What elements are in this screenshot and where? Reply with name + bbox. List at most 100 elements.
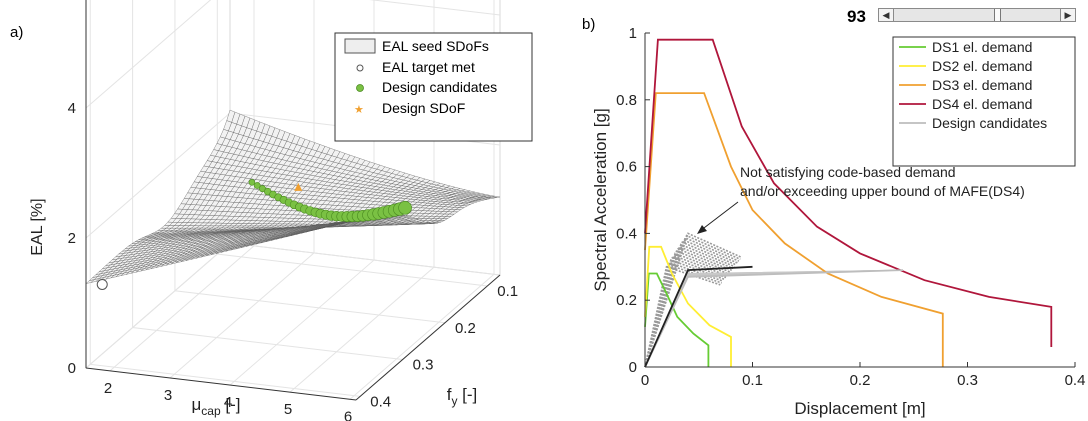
legend-item: DS1 el. demand xyxy=(932,39,1032,55)
rejected-candidate-curve xyxy=(644,250,731,368)
slider-thumb[interactable] xyxy=(994,9,1002,21)
rejected-candidate-curve xyxy=(644,254,728,368)
rejected-candidate-curve xyxy=(644,256,727,368)
axes-b: 0 0.1 0.2 0.3 0.4 0 0.2 0.4 0.6 0.8 1 xyxy=(616,25,1085,389)
eal-surface-mesh xyxy=(85,109,501,284)
z-tick-label: 0 xyxy=(68,360,76,377)
rejected-candidate-curve xyxy=(644,265,721,368)
legend-item: DS2 el. demand xyxy=(932,58,1032,74)
x-gridline xyxy=(349,0,495,400)
panel-b-label: b) xyxy=(582,16,596,33)
rejected-candidate-curve xyxy=(644,261,724,368)
series-line xyxy=(644,38,1053,347)
x-tick-label: 0.3 xyxy=(957,372,978,389)
panel-a-label: a) xyxy=(10,24,24,41)
x-gridline xyxy=(109,0,255,372)
design-sdof-line xyxy=(644,265,753,368)
y-tick-label: 0.6 xyxy=(616,159,637,176)
x-tick-label: 0.4 xyxy=(1065,372,1086,389)
y-tick-label: 0.2 xyxy=(455,320,476,337)
x-tick-label: 6 xyxy=(344,408,352,421)
series-line xyxy=(644,245,732,367)
z-tick-label: 2 xyxy=(68,230,76,247)
design-sdof-marker xyxy=(294,182,303,191)
rejected-candidate-curve xyxy=(644,263,722,368)
legend-item: Design SDoF xyxy=(382,100,465,116)
y-tick-label: 0.1 xyxy=(497,283,518,300)
x-tick-label: 4 xyxy=(224,394,232,411)
x-axis-label: μcap [-] xyxy=(192,395,241,418)
rejected-candidate-curve xyxy=(644,236,740,368)
rejected-candidate-curve xyxy=(644,243,735,368)
legend-b: DS1 el. demand DS2 el. demand DS3 el. dema… xyxy=(892,36,1076,167)
candidate-curve xyxy=(644,270,879,368)
rejected-candidate-curve xyxy=(644,259,725,368)
x-tick-label: 0.2 xyxy=(850,372,871,389)
legend-item: EAL target met xyxy=(382,59,475,75)
legend-item: DS3 el. demand xyxy=(932,77,1032,93)
series-line xyxy=(644,272,710,367)
candidate-curve xyxy=(644,271,792,368)
x-tick-label: 3 xyxy=(164,387,172,404)
x-axis-label: Displacement [m] xyxy=(794,399,925,418)
rejected-candidate-curve xyxy=(644,232,743,368)
candidate-curve xyxy=(644,271,829,368)
candidate-marker xyxy=(248,179,256,186)
z-tick-label: 4 xyxy=(68,100,76,117)
rejected-candidate-curve xyxy=(644,252,730,368)
rejected-candidate-curve xyxy=(644,247,733,368)
y-tick-label: 0.2 xyxy=(616,292,637,309)
frame-slider[interactable]: ◀ ▶ xyxy=(878,8,1076,22)
legend-open-circle-icon xyxy=(356,64,364,72)
legend-item: DS4 el. demand xyxy=(932,96,1032,112)
legend-item: Design candidates xyxy=(382,79,497,95)
y-gridline xyxy=(132,0,403,361)
x-tick-label: 0 xyxy=(641,372,649,389)
rejected-candidate-curve xyxy=(644,234,741,368)
candidate-curve xyxy=(644,272,742,368)
y-tick-label: 0 xyxy=(629,359,637,376)
x-gridline xyxy=(169,0,315,379)
x-axis-line xyxy=(85,367,357,401)
candidate-curve xyxy=(644,270,854,368)
x-gridline xyxy=(229,0,375,386)
candidate-marker xyxy=(398,201,412,215)
x-tick-label: 0.1 xyxy=(742,372,763,389)
x-tick-label: 2 xyxy=(104,380,112,397)
candidate-curve xyxy=(644,270,841,368)
series-line xyxy=(644,269,904,368)
candidate-curve xyxy=(644,271,804,368)
z-axis-label: EAL [%] xyxy=(29,198,46,255)
x-tick-label: 5 xyxy=(284,401,292,418)
candidate-curve xyxy=(644,270,866,368)
x-gridline xyxy=(289,0,435,393)
y-tick-label: 0.4 xyxy=(370,393,391,410)
series-line xyxy=(644,92,944,367)
target-met-marker xyxy=(96,278,108,290)
demand-spectra xyxy=(644,38,1053,368)
candidate-curve xyxy=(644,271,817,368)
slider-right-arrow-icon[interactable]: ▶ xyxy=(1060,9,1075,21)
legend-a: EAL seed SDoFs EAL target met Design can… xyxy=(334,32,533,142)
legend-green-dot-icon xyxy=(356,84,364,92)
y-tick-label: 1 xyxy=(629,25,637,42)
legend-patch-icon xyxy=(344,38,376,54)
legend-star-icon: ★ xyxy=(354,104,364,116)
candidate-marker xyxy=(253,182,261,189)
slider-left-arrow-icon[interactable]: ◀ xyxy=(879,9,894,21)
y-gridline xyxy=(216,0,488,287)
y-gridline xyxy=(89,0,361,397)
legend-item: Design candidates xyxy=(932,115,1047,131)
annotation-line-1: Not satisfying code-based demand xyxy=(740,164,956,180)
design-candidates-markers xyxy=(96,179,412,290)
y-axis-label: fy [-] xyxy=(447,385,478,408)
rejected-candidate-curve xyxy=(644,238,738,368)
candidate-curve xyxy=(644,272,779,368)
candidate-curve xyxy=(644,269,904,368)
y-axis-label: Spectral Acceleration [g] xyxy=(591,108,610,291)
y-axis-line xyxy=(355,274,501,401)
rejected-candidate-curve xyxy=(644,245,734,368)
y-tick-label: 0.4 xyxy=(616,225,637,242)
candidate-curve xyxy=(644,272,767,368)
